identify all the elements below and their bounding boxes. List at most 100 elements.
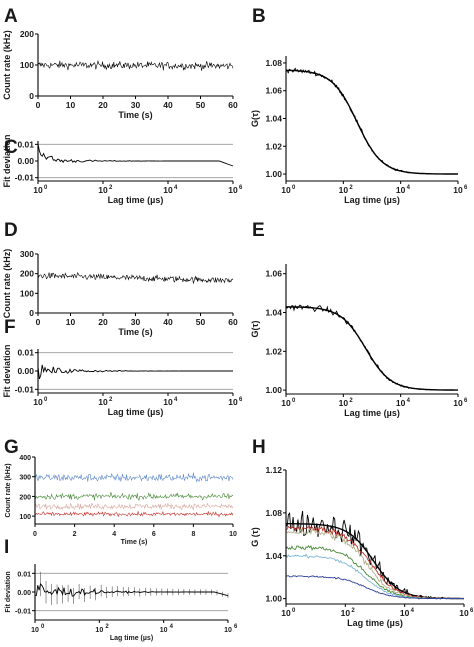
x-tick-label: 10 (453, 398, 463, 408)
y-axis-label: Count rate (kHz) (2, 30, 12, 100)
x-tick-label: 10 (281, 608, 291, 618)
x-tick-label: 40 (163, 100, 173, 110)
y-tick-label: 0.01 (17, 139, 34, 149)
y-tick-label: 0.00 (17, 156, 34, 166)
y-axis-label: Count rate (kHz) (5, 463, 12, 517)
x-tick-label: 0 (36, 100, 41, 110)
x-axis-label: Time (s) (118, 110, 152, 120)
x-tick-label: 10 (281, 185, 291, 195)
x-tick-exponent: 0 (292, 185, 296, 191)
x-tick-label: 10 (66, 317, 76, 327)
y-tick-label: 300 (19, 475, 31, 482)
y-tick-label: -0.01 (15, 173, 35, 183)
x-tick-exponent: 0 (292, 608, 296, 614)
x-tick-label: 10 (459, 608, 469, 618)
x-tick-label: 0 (36, 317, 41, 327)
y-axis-label: Fit deviation (2, 134, 12, 187)
x-axis-label: Lag time (µs) (344, 195, 400, 205)
series-line (37, 143, 234, 167)
x-tick-label: 20 (98, 100, 108, 110)
y-axis-label: Count rate (kHz) (2, 249, 12, 319)
y-tick-label: 100 (20, 60, 34, 70)
panel-letter-h: H (252, 437, 266, 458)
y-tick-label: 100 (20, 288, 34, 298)
y-tick-label: 200 (20, 29, 34, 39)
panel-letter-d: D (4, 220, 18, 241)
y-tick-label: 0.01 (17, 348, 34, 358)
x-axis-label: Lag time (µs) (108, 195, 164, 205)
y-axis-label: G (τ) (250, 527, 260, 547)
x-tick-exponent: 4 (407, 398, 411, 404)
x-tick-label: 50 (196, 100, 206, 110)
y-tick-label: 100 (19, 514, 31, 521)
x-tick-label: 10 (98, 397, 108, 407)
y-tick-label: 400 (19, 455, 31, 462)
y-tick-label: 1.00 (265, 169, 282, 179)
panel-letter-c: C (4, 137, 18, 158)
x-tick-label: 0 (33, 531, 37, 538)
x-axis-label: Lag time (µs) (344, 408, 400, 418)
y-tick-label: 1.08 (265, 58, 282, 68)
y-tick-label: 1.08 (265, 508, 282, 518)
panel-g: G 0 2 4 6 8 10 100 200 300 400 Time (s) Count rate (… (4, 437, 237, 546)
panel-letter-g: G (4, 437, 19, 458)
x-tick-label: 10 (400, 608, 410, 618)
x-tick-exponent: 4 (174, 185, 178, 191)
panel-d: D 0 10 20 30 40 50 60 0 100 200 300 Time (s) Count ra… (2, 220, 238, 337)
y-tick-label: 0.01 (17, 571, 31, 578)
y-axis-label: Fit deviation (2, 344, 12, 397)
x-tick-label: 10 (341, 608, 351, 618)
y-tick-label: -0.01 (15, 384, 35, 394)
x-tick-exponent: 6 (464, 398, 468, 404)
series-line (285, 304, 459, 391)
y-tick-label: 1.12 (265, 465, 282, 475)
fit-line (285, 69, 458, 175)
fit-line (286, 523, 464, 600)
x-tick-label: 8 (191, 531, 195, 538)
panel-letter-i: I (4, 537, 9, 558)
y-tick-label: 1.04 (265, 308, 282, 318)
fit-line (286, 306, 458, 391)
x-tick-exponent: 6 (239, 397, 243, 403)
x-tick-label: 10 (163, 397, 173, 407)
y-tick-label: 0.00 (17, 366, 34, 376)
y-tick-label: -0.01 (15, 609, 31, 616)
x-tick-label: 10 (339, 185, 349, 195)
x-tick-label: 2 (73, 531, 77, 538)
x-tick-label: 10 (224, 627, 232, 634)
x-tick-label: 30 (131, 100, 141, 110)
y-axis-label: G(τ) (250, 110, 260, 127)
y-axis-label: Fit deviation (5, 571, 12, 612)
y-tick-label: 1.00 (265, 594, 282, 604)
x-tick-label: 10 (95, 627, 103, 634)
x-tick-exponent: 0 (44, 185, 48, 191)
y-tick-label: 1.06 (265, 86, 282, 96)
panel-letter-b: B (252, 6, 266, 27)
x-tick-label: 10 (228, 397, 238, 407)
x-axis-label: Time (s) (118, 327, 152, 337)
x-axis-label: Time (s) (121, 539, 148, 546)
series-line (34, 492, 234, 501)
series-line (285, 67, 458, 175)
x-tick-label: 10 (31, 627, 39, 634)
y-axis-label: G(τ) (250, 320, 260, 337)
x-tick-exponent: 2 (109, 185, 113, 191)
x-tick-label: 50 (196, 317, 206, 327)
x-tick-exponent: 0 (292, 398, 296, 404)
x-tick-exponent: 0 (44, 397, 48, 403)
x-tick-label: 40 (163, 317, 173, 327)
y-tick-label: 1.02 (265, 346, 282, 356)
x-tick-exponent: 2 (351, 608, 355, 614)
series-line (37, 271, 234, 285)
x-tick-label: 6 (152, 531, 156, 538)
x-tick-exponent: 2 (109, 397, 113, 403)
series-line (35, 583, 229, 597)
x-tick-label: 10 (160, 627, 168, 634)
series-line (37, 364, 233, 380)
